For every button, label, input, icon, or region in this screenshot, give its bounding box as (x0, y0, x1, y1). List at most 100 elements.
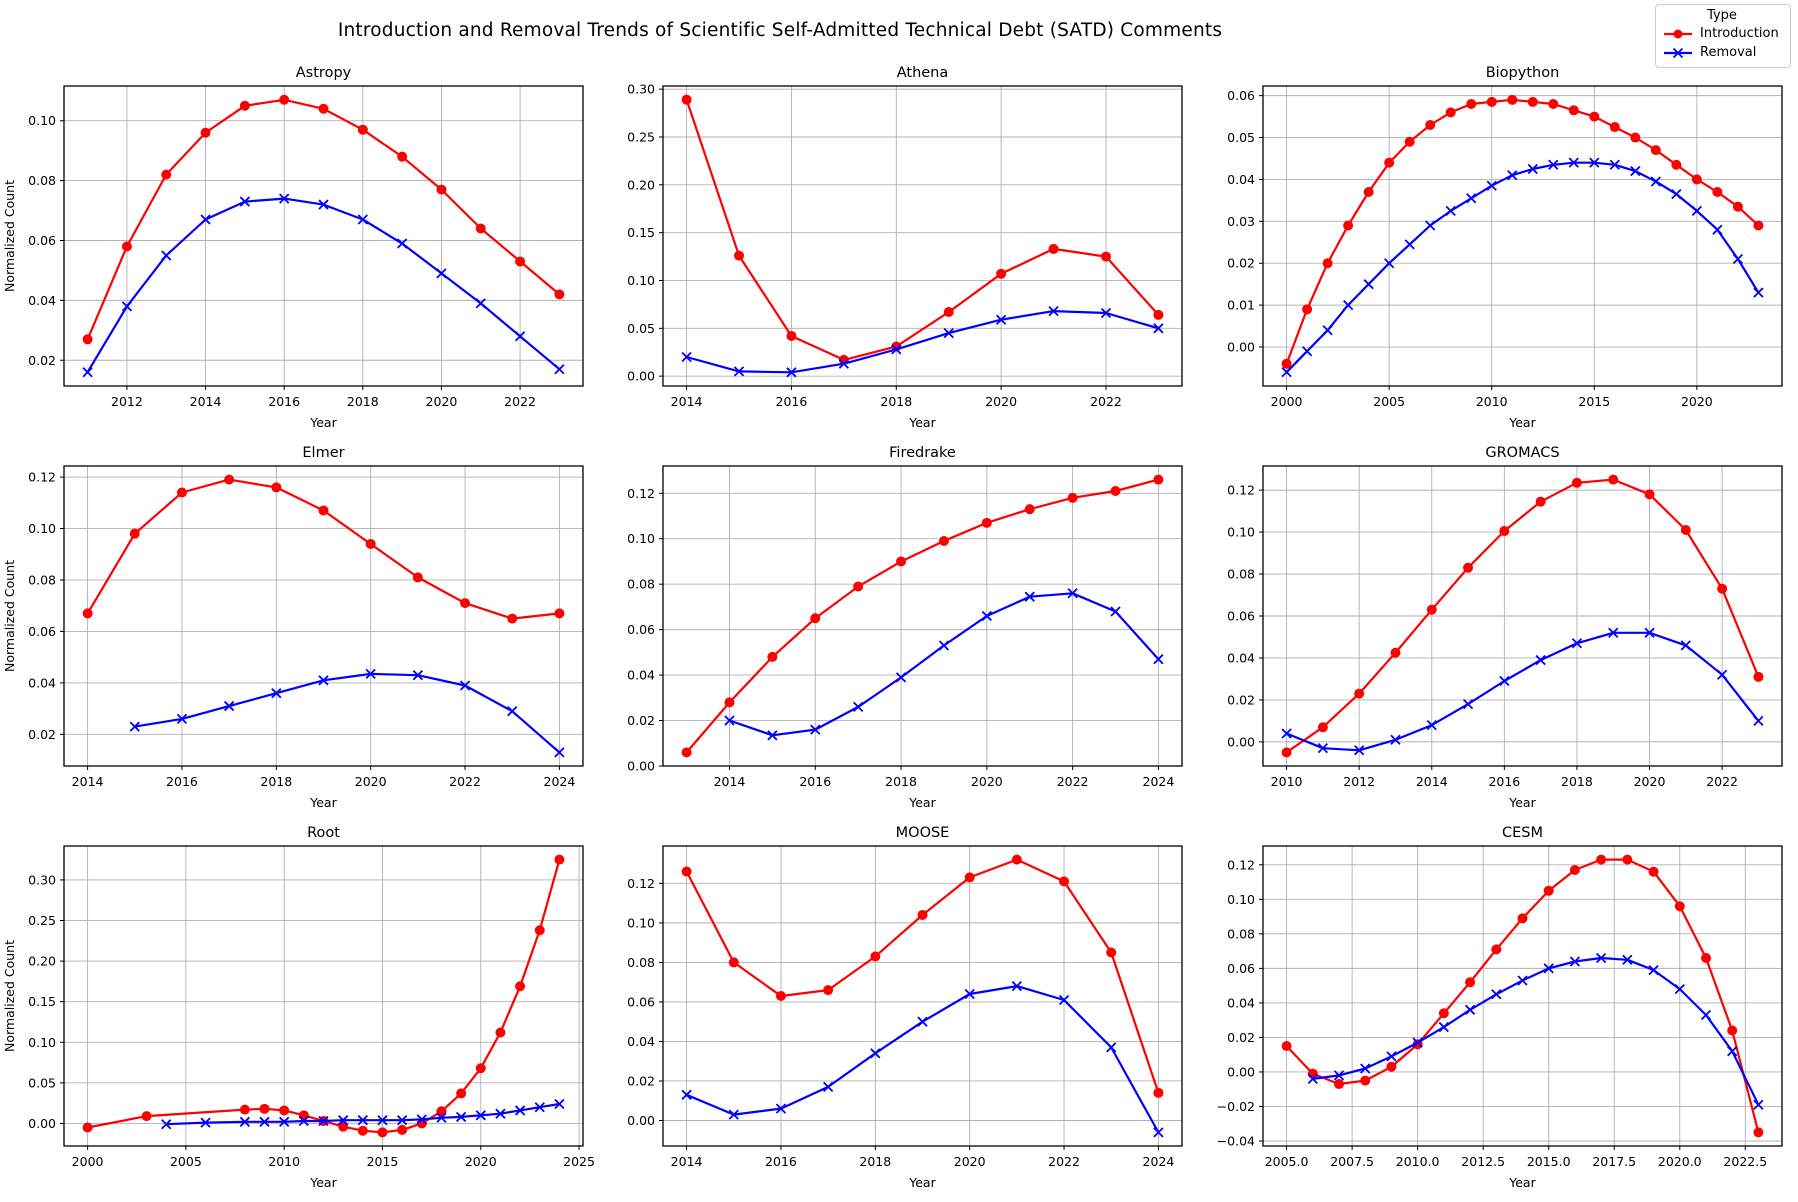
removal-point (1607, 627, 1619, 638)
x-tick-label: 2018 (860, 1154, 892, 1169)
removal-point (1301, 346, 1312, 357)
subplot-title: Elmer (302, 445, 344, 461)
plot-frame (662, 465, 1183, 767)
introduction-point (1499, 526, 1510, 537)
x-tick-label: 2018 (1561, 774, 1593, 789)
removal-point (734, 366, 745, 377)
y-axis-label: Normalized Count (2, 180, 17, 292)
x-tick-label: 2014 (671, 1154, 703, 1169)
x-tick-label: 2007.5 (1330, 1154, 1374, 1169)
removal-point (1353, 745, 1364, 756)
introduction-point (279, 1105, 290, 1116)
plot-frame (63, 85, 584, 387)
x-tick-label: 2010.0 (1395, 1154, 1439, 1169)
x-axis-label: Year (909, 415, 937, 430)
introduction-point (456, 1088, 467, 1099)
x-tick-label: 2022 (504, 394, 536, 409)
removal-point (82, 367, 93, 378)
x-tick-label: 2017.5 (1592, 1154, 1636, 1169)
removal-point (495, 1108, 506, 1119)
chart-cesm: 2005.0 2007.5 2010.0 2012.5 2015.0 2017.5 2020… (1216, 825, 1783, 1190)
x-tick-label: 2000 (72, 1154, 104, 1169)
x-tick-label: 2016 (776, 394, 808, 409)
y-tick-label: 0.06 (1227, 609, 1255, 624)
removal-point (338, 1115, 349, 1126)
removal-point (1383, 258, 1394, 269)
introduction-point (1424, 119, 1435, 130)
introduction-point (1153, 1087, 1164, 1098)
chart-elmer: 2014 2016 2018 2020 2022 2024 0.02 0.04 0.06 0.08… (2, 445, 584, 810)
introduction-point (82, 1122, 93, 1133)
introduction-line (686, 478, 1160, 754)
removal-line (686, 985, 1160, 1133)
removal-point (412, 670, 424, 681)
x-tick-label: 2005 (170, 1154, 202, 1169)
x-tick-label: 2012 (111, 394, 143, 409)
introduction-point (1307, 1068, 1318, 1079)
removal-point (396, 238, 408, 249)
removal-point (1716, 669, 1727, 680)
introduction-point (1281, 358, 1292, 369)
introduction-point (1680, 524, 1691, 535)
y-tick-label: 0.00 (1227, 340, 1255, 355)
removal-point (475, 298, 486, 309)
removal-point (279, 193, 290, 204)
x-tick-label: 2014 (1416, 774, 1448, 789)
removal-point (1281, 728, 1292, 739)
y-tick-label: 0.15 (28, 994, 56, 1009)
removal-point (786, 367, 797, 378)
removal-point (534, 1102, 545, 1113)
removal-point (1438, 1021, 1449, 1033)
removal-point (1445, 205, 1456, 216)
removal-point (377, 1115, 388, 1126)
y-tick-label: 0.12 (627, 486, 655, 501)
x-tick-label: 2022 (1706, 774, 1738, 789)
removal-point (1426, 719, 1437, 731)
x-axis-label: Year (309, 795, 337, 810)
introduction-point (82, 608, 93, 619)
removal-point (853, 701, 864, 713)
plot-frame (63, 465, 584, 767)
x-tick-label: 2005.0 (1264, 1154, 1308, 1169)
introduction-line (86, 478, 560, 620)
introduction-point (1753, 1127, 1764, 1138)
introduction-point (1547, 99, 1558, 110)
introduction-point (823, 985, 834, 996)
removal-point (514, 331, 526, 342)
y-tick-label: 0.02 (1227, 692, 1255, 707)
subplot-cesm: 2005.0 2007.5 2010.0 2012.5 2015.0 2017.5 2020… (1199, 818, 1798, 1198)
introduction-point (1281, 1041, 1292, 1052)
removal-point (996, 314, 1007, 325)
introduction-point (377, 1127, 388, 1138)
introduction-point (1569, 864, 1580, 875)
removal-point (1462, 698, 1473, 710)
y-tick-label: 0.02 (627, 1073, 655, 1088)
introduction-point (1716, 583, 1727, 594)
removal-point (1153, 323, 1164, 334)
x-axis-label: Year (909, 1175, 937, 1190)
introduction-point (1700, 953, 1711, 964)
introduction-point (996, 268, 1007, 279)
x-axis-label: Year (1508, 415, 1536, 430)
introduction-point (1732, 201, 1743, 212)
removal-point (1498, 675, 1510, 687)
removal-point (365, 668, 376, 680)
introduction-point (1359, 1075, 1370, 1086)
x-tick-label: 2022 (1090, 394, 1122, 409)
y-tick-label: 0.04 (28, 675, 56, 690)
x-tick-label: 2020 (465, 1154, 497, 1169)
y-tick-label: 0.06 (28, 233, 56, 248)
subplot-title: GROMACS (1485, 445, 1559, 461)
introduction-point (298, 1110, 309, 1121)
removal-point (1067, 588, 1079, 599)
x-marker-icon (1664, 47, 1692, 58)
introduction-point (259, 1103, 270, 1114)
subplot-title: Firedrake (889, 445, 956, 461)
y-tick-label: 0.02 (28, 727, 56, 742)
removal-point (318, 675, 329, 686)
removal-point (475, 1110, 486, 1121)
subplot-title: CESM (1502, 825, 1543, 841)
removal-point (1700, 1009, 1711, 1021)
removal-point (1059, 994, 1070, 1006)
introduction-point (1067, 492, 1078, 503)
